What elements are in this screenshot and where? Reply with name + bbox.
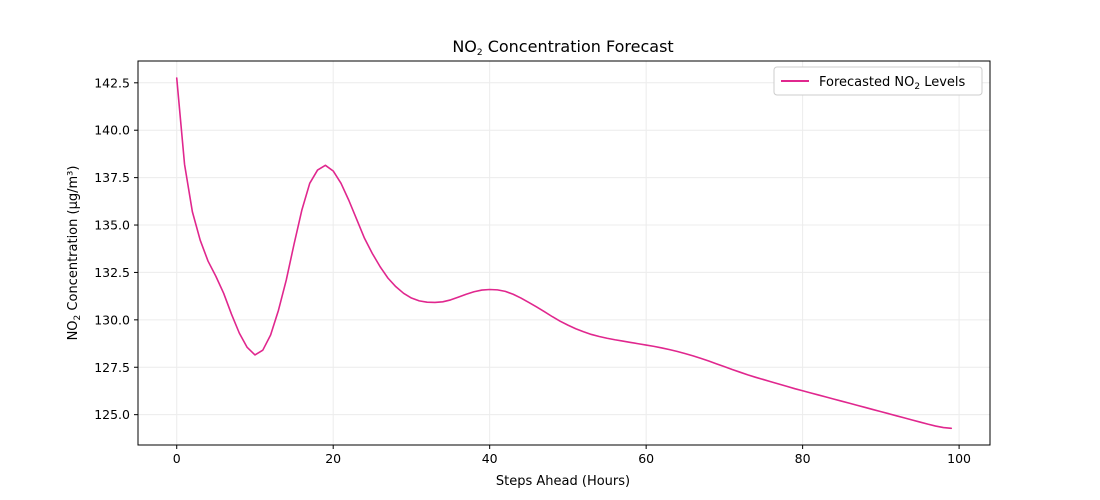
legend: Forecasted NO2 Levels	[773, 66, 983, 96]
y-tick-label: 130.0	[94, 312, 130, 327]
chart-title-main: NO	[452, 37, 477, 56]
x-tick-label: 0	[173, 451, 181, 466]
x-tick-label: 40	[482, 451, 498, 466]
y-axis-title: NO2 Concentration (μg/m³)	[66, 166, 83, 341]
y-tick-label: 127.5	[94, 360, 130, 375]
chart-title-rest: Concentration Forecast	[483, 37, 674, 56]
x-tick-label: 20	[325, 451, 341, 466]
y-tick-label: 140.0	[94, 123, 130, 138]
x-tick-label: 100	[947, 451, 971, 466]
y-tick-label: 132.5	[94, 265, 130, 280]
grid-layer	[138, 61, 990, 445]
chart-title-sub: 2	[477, 48, 483, 58]
legend-label-sub: 2	[914, 82, 920, 92]
plot-frame	[137, 60, 991, 446]
legend-label-rest: Levels	[920, 75, 965, 90]
legend-label-main: Forecasted NO	[819, 75, 914, 90]
chart-title: NO2 Concentration Forecast	[452, 37, 673, 58]
y-axis-title-sub: 2	[73, 315, 83, 321]
y-tick-label: 137.5	[94, 170, 130, 185]
x-tick-label: 80	[795, 451, 811, 466]
series-layer	[175, 77, 953, 430]
legend-label: Forecasted NO2 Levels	[819, 75, 966, 92]
legend-box	[773, 66, 983, 96]
x-tick-label: 60	[638, 451, 654, 466]
y-tick-label: 142.5	[94, 75, 130, 90]
y-tick-label: 135.0	[94, 218, 130, 233]
x-axis-title: Steps Ahead (Hours)	[496, 474, 630, 489]
series-line	[175, 77, 953, 430]
tick-layer: 0 20 40 60 80 100 125.0 127.5 130.0 132.5 135.0 137…	[94, 75, 971, 466]
y-axis-title-rest: Concentration (μg/m³)	[66, 166, 81, 315]
y-axis-title-main: NO	[66, 320, 81, 340]
y-tick-label: 125.0	[94, 407, 130, 422]
